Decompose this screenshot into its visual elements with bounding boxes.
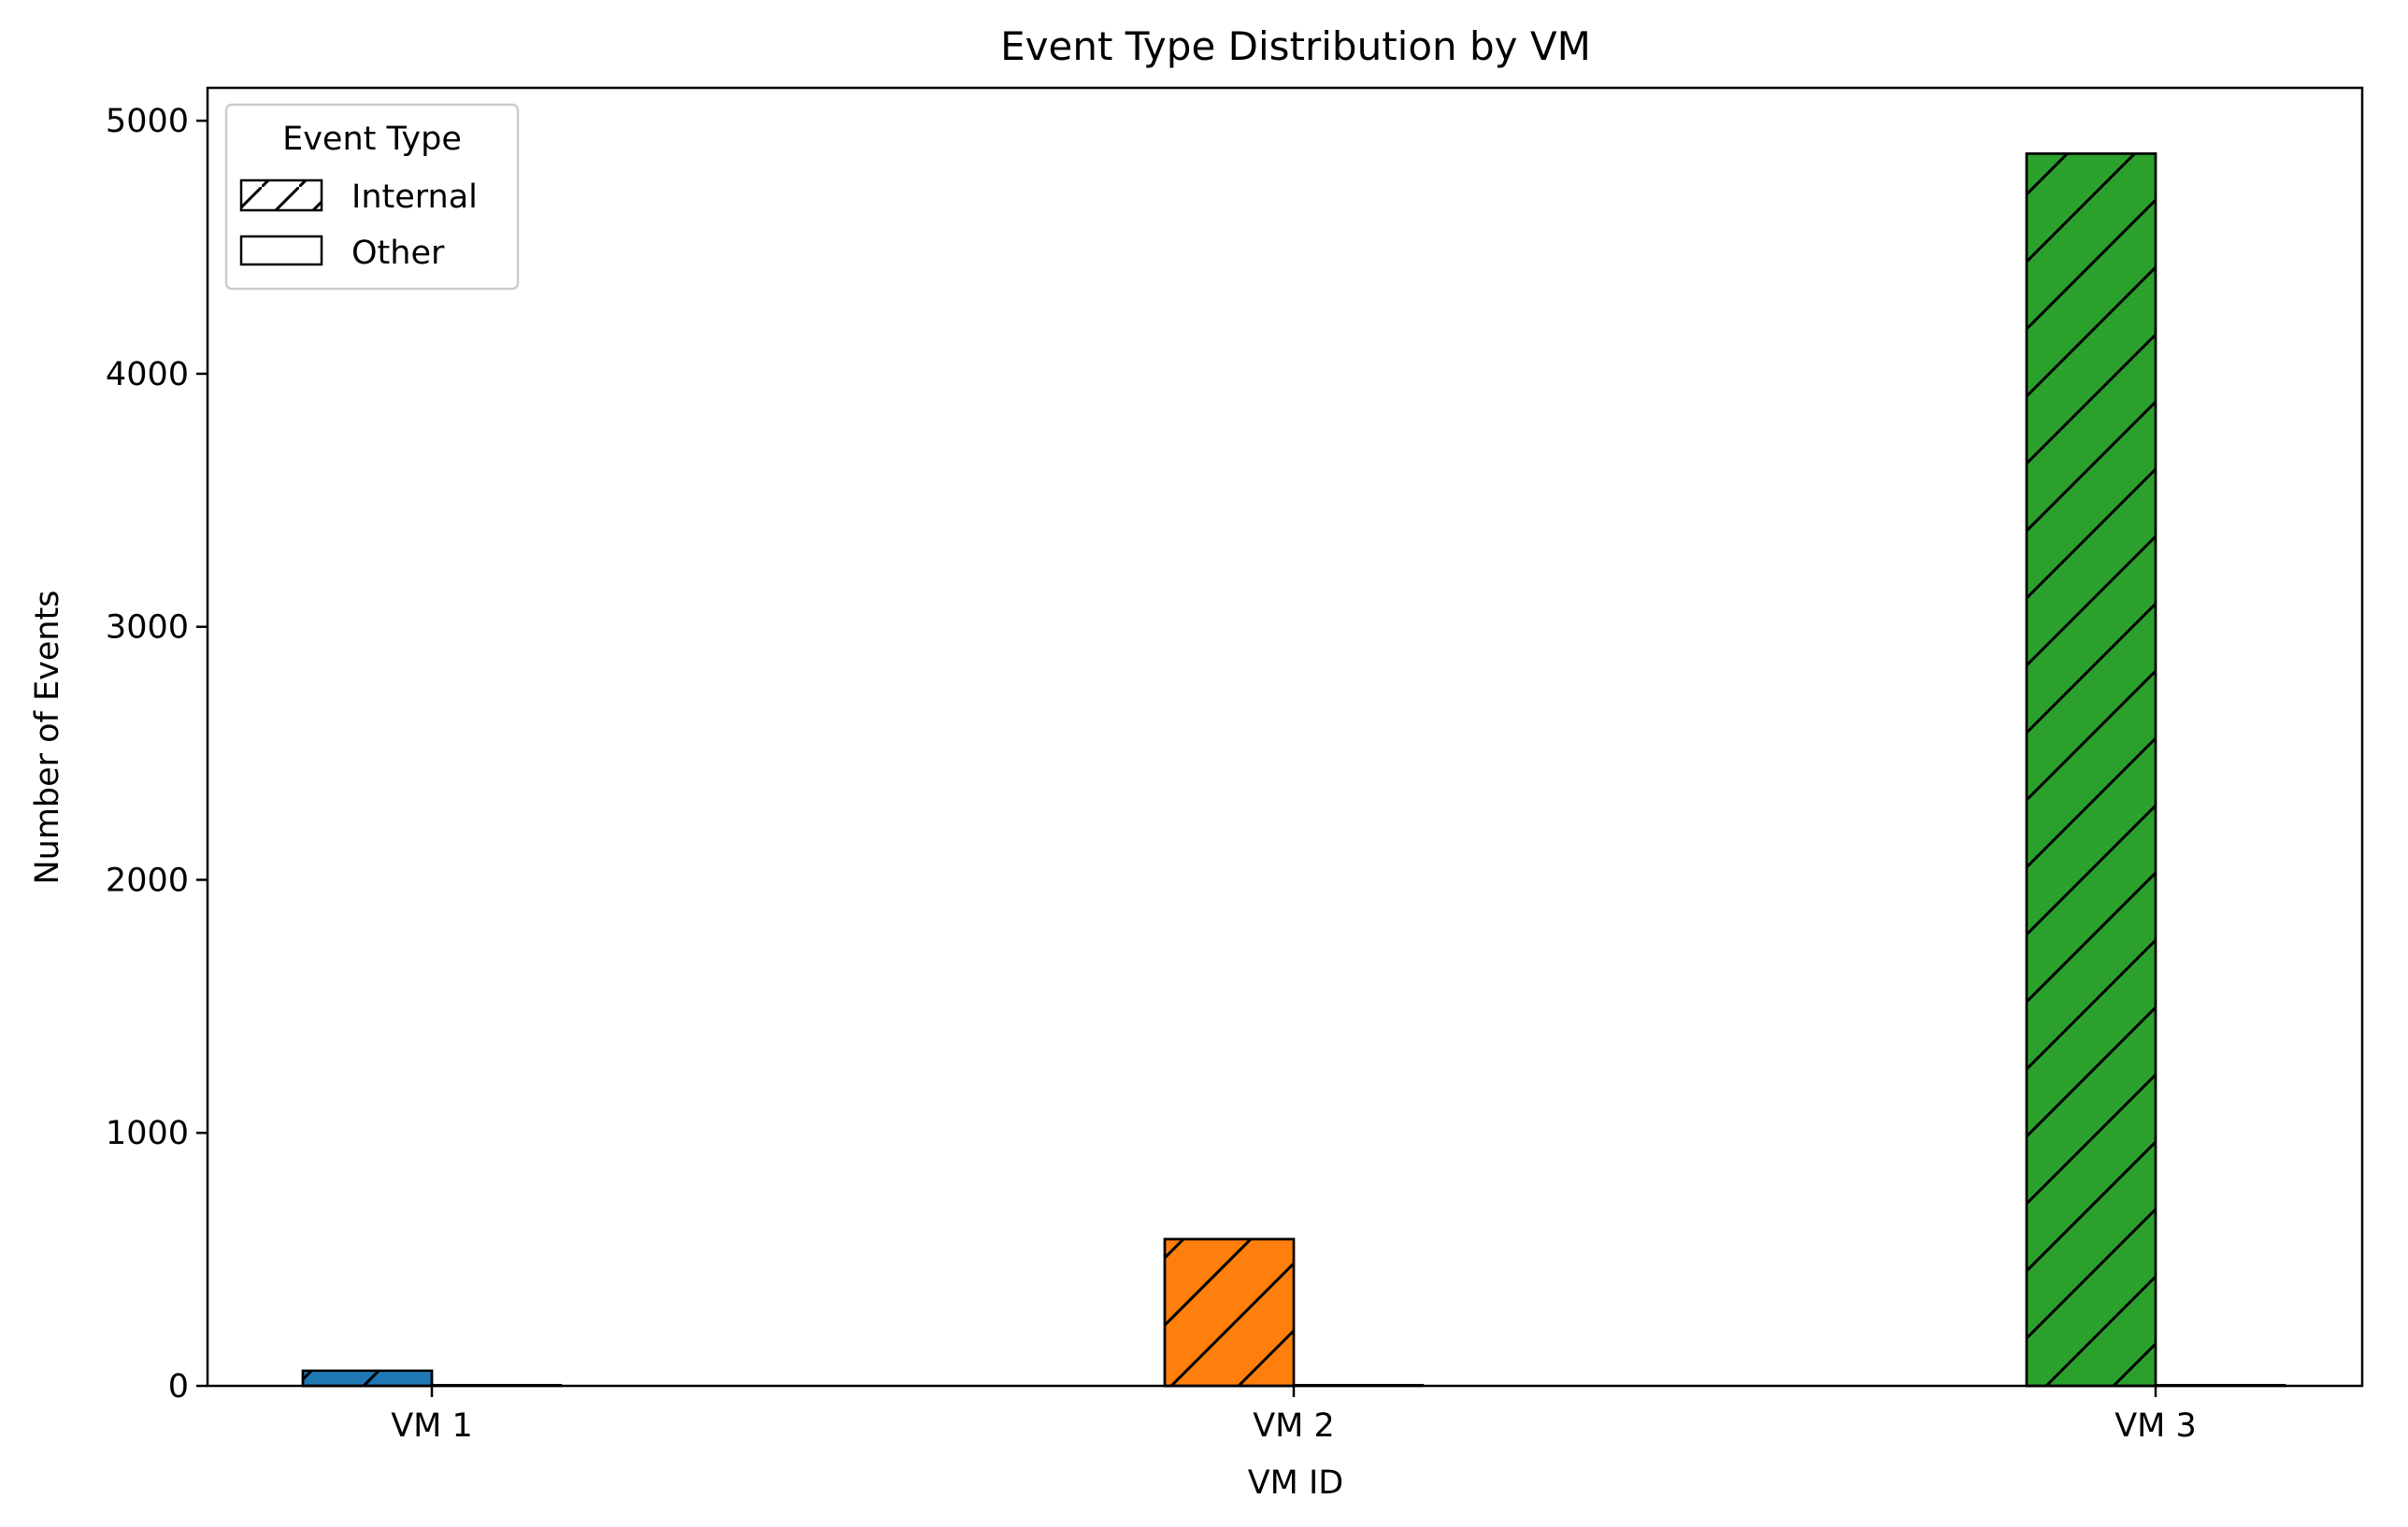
- x-tick-label: VM 2: [1253, 1407, 1335, 1445]
- x-axis-ticks: VM 1 VM 2 VM 3: [391, 1386, 2197, 1445]
- y-tick-label: 3000: [106, 609, 189, 647]
- legend-label-other: Other: [351, 235, 445, 272]
- bars: [301, 152, 2286, 1388]
- y-tick-label: 2000: [106, 862, 189, 899]
- chart-title: Event Type Distribution by VM: [1000, 23, 1591, 69]
- legend-title: Event Type: [282, 121, 462, 158]
- legend-label-internal: Internal: [351, 178, 478, 216]
- x-tick-label: VM 1: [391, 1407, 473, 1445]
- y-tick-label: 0: [168, 1368, 189, 1406]
- y-tick-label: 1000: [106, 1115, 189, 1152]
- bar-hatch-internal-vm-3: [2025, 152, 2157, 1388]
- bar-hatch-internal-vm-2: [1163, 1237, 1296, 1388]
- x-tick-label: VM 3: [2114, 1407, 2197, 1445]
- y-tick-label: 4000: [106, 356, 189, 393]
- bar-hatch-internal-vm-1: [301, 1369, 434, 1388]
- y-axis-ticks: 0 1000 2000 3000 4000 5000: [106, 103, 208, 1406]
- y-tick-label: 5000: [106, 103, 189, 140]
- legend-swatch-other: [239, 235, 323, 266]
- y-axis-label: Number of Events: [29, 590, 66, 884]
- plot-frame: [206, 86, 2364, 1388]
- legend: Event Type Internal Other: [224, 103, 520, 291]
- x-axis-label: VM ID: [1248, 1464, 1344, 1502]
- legend-swatch-internal: [239, 178, 323, 212]
